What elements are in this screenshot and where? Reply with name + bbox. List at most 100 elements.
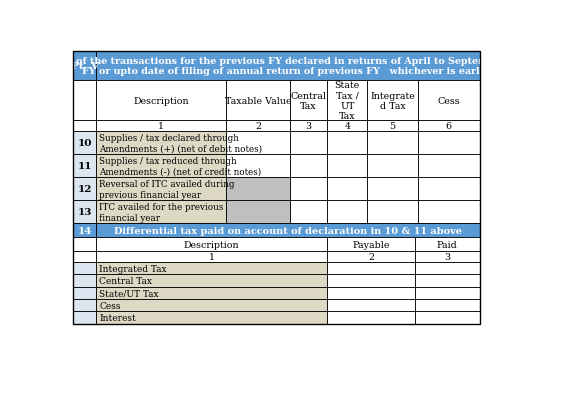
- Text: Cess: Cess: [99, 301, 121, 310]
- Bar: [96, 178, 227, 201]
- Text: Description: Description: [133, 97, 189, 105]
- Bar: [96, 224, 480, 238]
- Text: Payable: Payable: [352, 240, 390, 249]
- Text: Differential tax paid on account of declaration in 10 & 11 above: Differential tax paid on account of decl…: [114, 226, 462, 235]
- Bar: [73, 238, 96, 252]
- Bar: [327, 238, 415, 252]
- Text: Description: Description: [184, 240, 240, 249]
- Bar: [227, 81, 290, 121]
- Text: Supplies / tax reduced through
Amendments (-) (net of credit notes): Supplies / tax reduced through Amendment…: [99, 157, 262, 176]
- Bar: [227, 132, 290, 155]
- Bar: [327, 299, 415, 311]
- Bar: [227, 121, 290, 132]
- Text: Integrated Tax: Integrated Tax: [99, 264, 167, 273]
- Bar: [415, 299, 480, 311]
- Bar: [73, 311, 96, 324]
- Bar: [418, 81, 480, 121]
- Bar: [96, 299, 327, 311]
- Bar: [415, 287, 480, 299]
- Bar: [327, 252, 415, 262]
- Bar: [227, 178, 290, 201]
- Bar: [327, 275, 415, 287]
- Bar: [73, 132, 96, 155]
- Bar: [96, 121, 227, 132]
- Bar: [327, 178, 367, 201]
- Bar: [73, 81, 96, 121]
- Text: Supplies / tax declared through
Amendments (+) (net of debit notes): Supplies / tax declared through Amendmen…: [99, 133, 262, 153]
- Text: 3: 3: [306, 122, 312, 131]
- Text: 11: 11: [77, 162, 92, 171]
- Text: 2: 2: [368, 252, 374, 261]
- Text: 3: 3: [444, 252, 450, 261]
- Bar: [367, 155, 418, 178]
- Bar: [367, 201, 418, 224]
- Bar: [367, 121, 418, 132]
- Bar: [415, 238, 480, 252]
- Bar: [96, 81, 227, 121]
- Text: 1: 1: [158, 122, 164, 131]
- Text: State/UT Tax: State/UT Tax: [99, 289, 159, 297]
- Bar: [73, 275, 96, 287]
- Text: 2: 2: [255, 122, 261, 131]
- Bar: [96, 52, 480, 81]
- Bar: [227, 201, 290, 224]
- Bar: [327, 287, 415, 299]
- Bar: [73, 224, 96, 238]
- Text: Reversal of ITC availed during
previous financial year: Reversal of ITC availed during previous …: [99, 180, 235, 199]
- Bar: [96, 238, 327, 252]
- Bar: [415, 311, 480, 324]
- Text: 14: 14: [77, 226, 92, 235]
- Bar: [327, 311, 415, 324]
- Bar: [73, 155, 96, 178]
- Bar: [415, 252, 480, 262]
- Text: Particulars of the transactions for the previous FY declared in returns of April: Particulars of the transactions for the …: [14, 57, 562, 76]
- Bar: [73, 201, 96, 224]
- Bar: [418, 132, 480, 155]
- Bar: [418, 201, 480, 224]
- Bar: [96, 201, 227, 224]
- Bar: [418, 178, 480, 201]
- Bar: [327, 81, 367, 121]
- Bar: [73, 52, 96, 81]
- Bar: [73, 252, 96, 262]
- Bar: [290, 121, 327, 132]
- Text: 1: 1: [208, 252, 215, 261]
- Text: State
Tax /
UT
Tax: State Tax / UT Tax: [334, 81, 360, 121]
- Text: 12: 12: [77, 185, 92, 194]
- Text: 10: 10: [77, 139, 92, 148]
- Text: 6: 6: [446, 122, 452, 131]
- Bar: [96, 275, 327, 287]
- Text: 5: 5: [390, 122, 395, 131]
- Text: Paid: Paid: [437, 240, 458, 249]
- Bar: [96, 132, 227, 155]
- Bar: [96, 155, 227, 178]
- Bar: [290, 81, 327, 121]
- Text: Interest: Interest: [99, 313, 136, 322]
- Bar: [290, 132, 327, 155]
- Text: 4: 4: [344, 122, 350, 131]
- Bar: [96, 287, 327, 299]
- Bar: [73, 121, 96, 132]
- Bar: [327, 121, 367, 132]
- Bar: [290, 155, 327, 178]
- Bar: [367, 178, 418, 201]
- Bar: [227, 155, 290, 178]
- Bar: [73, 178, 96, 201]
- Text: 13: 13: [77, 208, 92, 217]
- Bar: [367, 132, 418, 155]
- Bar: [73, 262, 96, 275]
- Bar: [367, 81, 418, 121]
- Bar: [327, 262, 415, 275]
- Bar: [96, 311, 327, 324]
- Bar: [415, 262, 480, 275]
- Text: Pt. V: Pt. V: [71, 62, 98, 71]
- Bar: [327, 155, 367, 178]
- Bar: [73, 299, 96, 311]
- Bar: [418, 121, 480, 132]
- Text: Central Tax: Central Tax: [99, 276, 153, 285]
- Bar: [415, 275, 480, 287]
- Bar: [327, 201, 367, 224]
- Text: Integrate
d Tax: Integrate d Tax: [370, 91, 415, 111]
- Bar: [290, 178, 327, 201]
- Text: ITC availed for the previous
financial year: ITC availed for the previous financial y…: [99, 203, 224, 222]
